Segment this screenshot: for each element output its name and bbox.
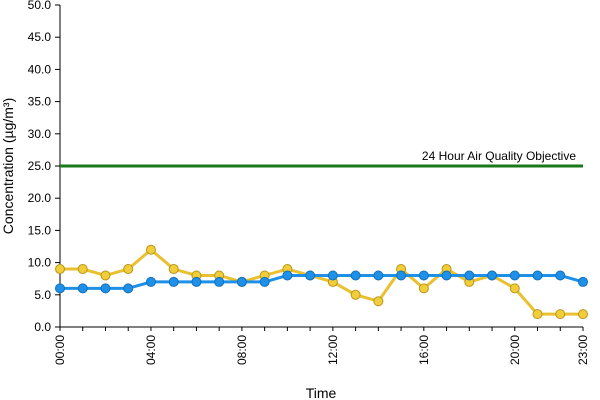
data-point xyxy=(487,270,498,281)
data-point xyxy=(441,270,452,281)
x-axis-title: Time xyxy=(306,385,337,400)
series-group xyxy=(55,244,588,320)
y-tick-label: 10.0 xyxy=(28,256,52,270)
data-point xyxy=(145,276,156,287)
data-point xyxy=(396,270,407,281)
data-point xyxy=(373,270,384,281)
data-point xyxy=(532,309,543,320)
x-axis: 00:00 04:00 08:00 12:00 16:00 20:00 23:00 xyxy=(53,326,590,365)
y-tick-label: 5.0 xyxy=(34,288,51,302)
x-tick-label: 23:00 xyxy=(576,335,590,365)
y-tick-label: 45.0 xyxy=(28,30,52,44)
x-tick-label: 16:00 xyxy=(417,335,431,365)
data-point xyxy=(77,264,88,275)
y-tick-label: 35.0 xyxy=(28,95,52,109)
data-point xyxy=(168,264,179,275)
series-1 xyxy=(55,244,588,320)
y-tick-label: 40.0 xyxy=(28,62,52,76)
data-point xyxy=(123,264,134,275)
data-point xyxy=(578,276,588,287)
data-point xyxy=(100,283,111,294)
x-tick-label: 20:00 xyxy=(508,335,522,365)
data-point xyxy=(123,283,134,294)
data-point xyxy=(532,270,543,281)
data-point xyxy=(305,270,316,281)
reference-line-label: 24 Hour Air Quality Objective xyxy=(422,149,576,163)
x-tick-label: 12:00 xyxy=(326,335,340,365)
data-point xyxy=(555,309,566,320)
series-line xyxy=(60,248,583,316)
data-point xyxy=(191,276,202,287)
data-point xyxy=(555,270,566,281)
data-point xyxy=(373,296,384,307)
x-tick-label: 04:00 xyxy=(144,335,158,365)
data-point xyxy=(145,244,156,255)
y-axis-title: Concentration (µg/m³) xyxy=(0,98,16,234)
data-point xyxy=(509,283,520,294)
data-point xyxy=(77,283,88,294)
data-point xyxy=(578,309,588,320)
data-point xyxy=(509,270,520,281)
y-tick-label: 30.0 xyxy=(28,127,52,141)
data-point xyxy=(259,276,270,287)
y-tick-label: 50.0 xyxy=(28,0,52,12)
data-point xyxy=(55,283,65,294)
reference-line-group: 24 Hour Air Quality Objective xyxy=(60,149,583,168)
series-2 xyxy=(55,270,588,294)
y-tick-label: 25.0 xyxy=(28,159,52,173)
data-point xyxy=(282,270,293,281)
data-point xyxy=(168,276,179,287)
data-point xyxy=(100,270,111,281)
data-point xyxy=(236,276,247,287)
x-tick-label: 08:00 xyxy=(235,335,249,365)
data-point xyxy=(464,270,475,281)
data-point xyxy=(214,276,225,287)
data-point xyxy=(418,270,429,281)
y-tick-label: 15.0 xyxy=(28,223,52,237)
y-axis: 0.0 5.0 10.0 15.0 20.0 25.0 30.0 35.0 40.0 45.0 50… xyxy=(28,0,61,334)
data-point xyxy=(418,283,429,294)
x-tick-label: 00:00 xyxy=(53,335,67,365)
y-tick-label: 20.0 xyxy=(28,191,52,205)
data-point xyxy=(350,270,361,281)
data-point xyxy=(350,289,361,300)
data-point xyxy=(327,270,338,281)
y-tick-label: 0.0 xyxy=(34,320,51,334)
data-point xyxy=(55,264,65,275)
